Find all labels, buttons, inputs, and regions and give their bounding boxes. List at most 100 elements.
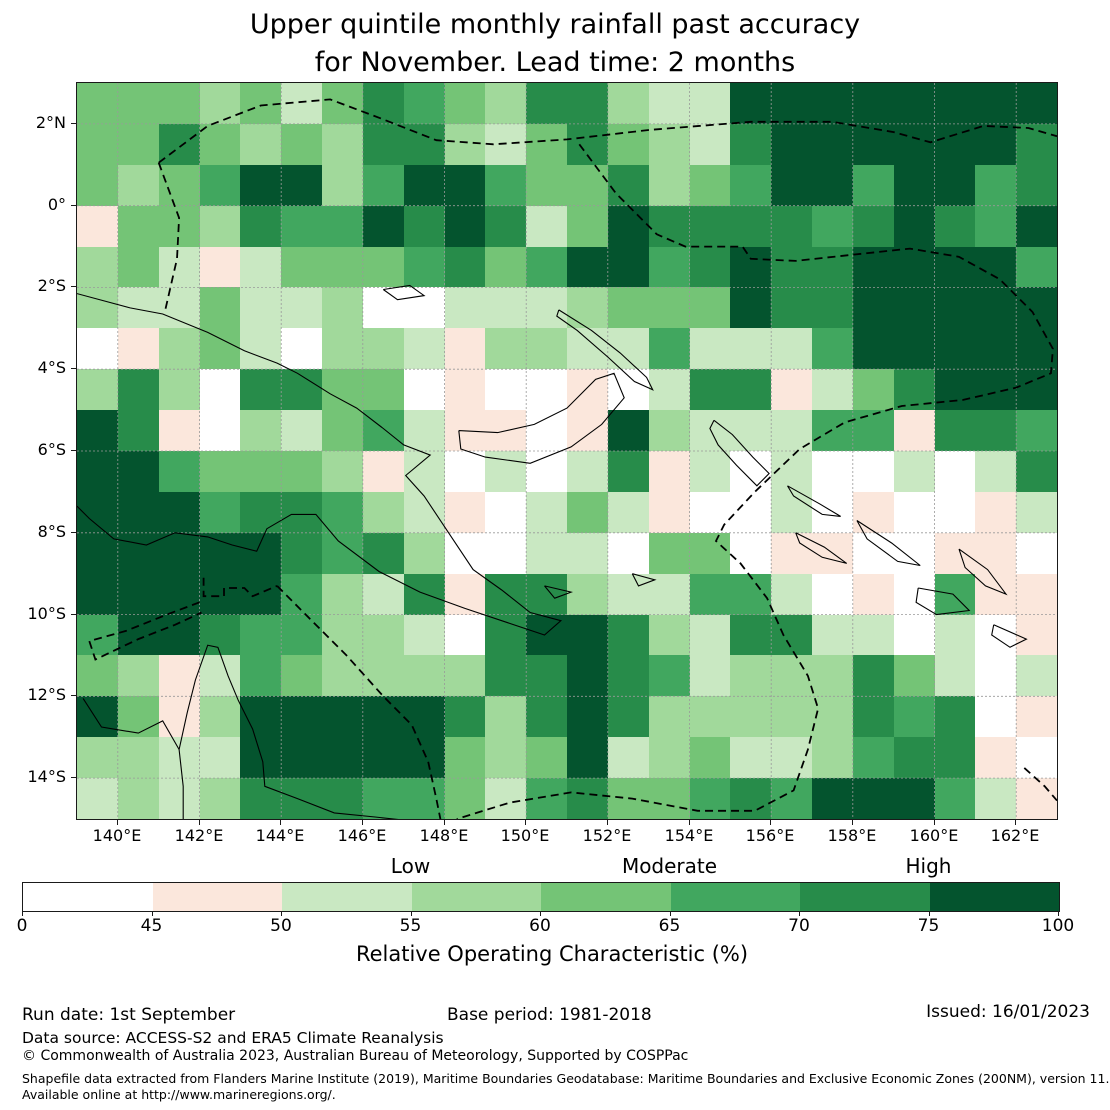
heatmap-cell	[608, 533, 649, 574]
heatmap-cell	[159, 574, 200, 615]
heatmap-cell	[975, 247, 1016, 288]
heatmap-cell	[526, 410, 567, 451]
heatmap-cell	[77, 574, 118, 615]
heatmap-cell	[649, 410, 690, 451]
heatmap-cell	[690, 615, 731, 656]
heatmap-cell	[159, 328, 200, 369]
eez-boundary-path	[202, 577, 278, 598]
heatmap-cell	[853, 778, 894, 819]
heatmap-cell	[649, 696, 690, 737]
heatmap-cell	[322, 778, 363, 819]
heatmap-cell	[649, 287, 690, 328]
heatmap-cell	[771, 369, 812, 410]
heatmap-cell	[567, 287, 608, 328]
heatmap-cell	[200, 492, 241, 533]
heatmap-cell	[649, 737, 690, 778]
heatmap-cell	[812, 574, 853, 615]
heatmap-cell	[975, 696, 1016, 737]
heatmap-cell	[485, 287, 526, 328]
heatmap-cell	[240, 655, 281, 696]
y-tick-mark	[71, 205, 76, 206]
heatmap-cell	[404, 247, 445, 288]
heatmap-cell	[404, 369, 445, 410]
heatmap-cell	[853, 574, 894, 615]
heatmap-cell	[649, 778, 690, 819]
y-tick-mark	[71, 450, 76, 451]
heatmap-cell	[445, 165, 486, 206]
heatmap-cell	[1016, 124, 1057, 165]
heatmap-cell	[853, 165, 894, 206]
eez-boundary-path	[88, 601, 202, 661]
heatmap-cell	[240, 165, 281, 206]
heatmap-cell	[649, 574, 690, 615]
heatmap-cell	[730, 287, 771, 328]
heatmap-cell	[159, 451, 200, 492]
heatmap-cell	[730, 328, 771, 369]
heatmap-cell	[363, 615, 404, 656]
heatmap-cell	[200, 574, 241, 615]
colorbar-segment	[411, 883, 541, 911]
heatmap-cell	[118, 451, 159, 492]
heatmap-cell	[771, 410, 812, 451]
heatmap-cell	[404, 574, 445, 615]
heatmap-cell	[281, 492, 322, 533]
heatmap-cell	[485, 574, 526, 615]
heatmap-cell	[118, 574, 159, 615]
heatmap-cell	[935, 696, 976, 737]
heatmap-cell	[1016, 410, 1057, 451]
heatmap-cell	[485, 328, 526, 369]
x-tick-label: 158°E	[827, 826, 877, 845]
data-source-text: Data source: ACCESS-S2 and ERA5 Climate …	[22, 1029, 444, 1047]
heatmap-cell	[526, 696, 567, 737]
heatmap-cell	[445, 696, 486, 737]
heatmap-cell	[281, 451, 322, 492]
heatmap-cell	[363, 778, 404, 819]
heatmap-cell	[935, 778, 976, 819]
heatmap-cell	[526, 533, 567, 574]
heatmap-cell	[77, 369, 118, 410]
heatmap-cell	[690, 451, 731, 492]
heatmap-cell	[1016, 533, 1057, 574]
heatmap-cell	[975, 451, 1016, 492]
heatmap-cell	[118, 410, 159, 451]
heatmap-cell	[118, 369, 159, 410]
heatmap-cell	[485, 165, 526, 206]
x-tick-label: 148°E	[419, 826, 469, 845]
heatmap-cell	[894, 696, 935, 737]
heatmap-cell	[526, 737, 567, 778]
x-tick-label: 146°E	[337, 826, 387, 845]
heatmap-cell	[363, 737, 404, 778]
heatmap-cell	[935, 410, 976, 451]
heatmap-cell	[975, 410, 1016, 451]
colorbar-tick-label: 100	[1041, 916, 1075, 936]
heatmap-cell	[894, 124, 935, 165]
heatmap-cell	[322, 696, 363, 737]
heatmap-cell	[730, 737, 771, 778]
heatmap-cell	[894, 533, 935, 574]
heatmap-cell	[118, 696, 159, 737]
chart-title: Upper quintile monthly rainfall past acc…	[0, 6, 1110, 82]
heatmap-cell	[526, 655, 567, 696]
heatmap-cell	[281, 655, 322, 696]
heatmap-cell	[935, 287, 976, 328]
heatmap-cell	[363, 533, 404, 574]
heatmap-cell	[200, 124, 241, 165]
heatmap-cell	[730, 615, 771, 656]
heatmap-cell	[77, 165, 118, 206]
y-tick-label: 2°S	[37, 276, 66, 295]
heatmap-cell	[853, 83, 894, 124]
heatmap-cell	[935, 737, 976, 778]
heatmap-cell	[690, 206, 731, 247]
y-tick-mark	[71, 532, 76, 533]
heatmap-cell	[730, 778, 771, 819]
heatmap-cell	[853, 328, 894, 369]
heatmap-cell	[935, 451, 976, 492]
heatmap-cell	[567, 369, 608, 410]
heatmap-cell	[240, 737, 281, 778]
heatmap-cell	[118, 165, 159, 206]
heatmap-cell	[363, 124, 404, 165]
heatmap-cell	[322, 655, 363, 696]
eez-boundary-path	[1023, 767, 1057, 802]
heatmap-cell	[404, 533, 445, 574]
